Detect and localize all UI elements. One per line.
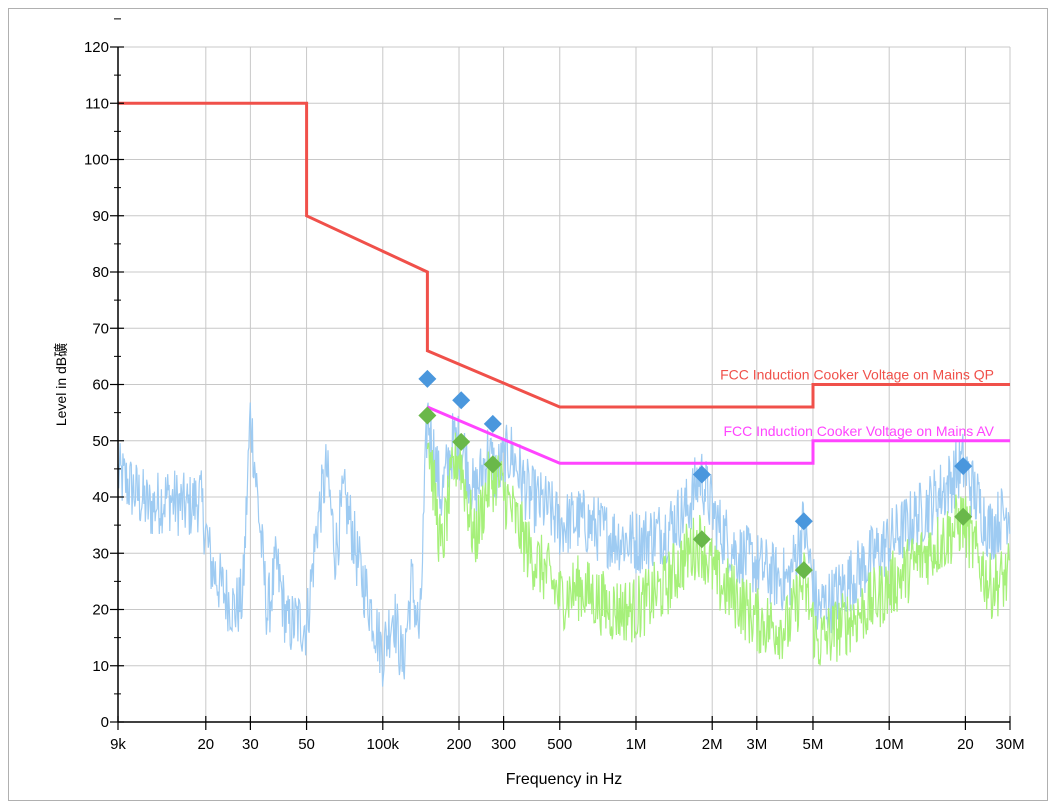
axes bbox=[110, 18, 1011, 730]
marker-qp bbox=[954, 457, 973, 476]
limit-label-qp: FCC Induction Cooker Voltage on Mains QP bbox=[720, 367, 994, 383]
marker-qp bbox=[692, 465, 711, 484]
series-2-trace bbox=[426, 432, 1011, 666]
x-tick-label: 2M bbox=[702, 736, 723, 753]
x-tick-label: 20 bbox=[197, 736, 214, 753]
y-tick-label: 110 bbox=[85, 95, 109, 112]
x-tick-label: 5M bbox=[803, 736, 824, 753]
x-tick-label: 3M bbox=[746, 736, 767, 753]
limit-labels: FCC Induction Cooker Voltage on Mains QP… bbox=[720, 367, 995, 439]
grid bbox=[117, 46, 1011, 723]
marker-av bbox=[452, 432, 471, 451]
y-tick-label: 0 bbox=[101, 714, 109, 731]
x-tick-label: 200 bbox=[446, 736, 471, 753]
marker-qp bbox=[794, 512, 813, 531]
x-tick-label: 30M bbox=[995, 736, 1024, 753]
y-tick-label: 120 bbox=[84, 39, 109, 56]
series-1-trace bbox=[117, 402, 1011, 687]
y-tick-label: 70 bbox=[92, 320, 109, 337]
x-tick-label: 20 bbox=[957, 736, 974, 753]
limit-label-av: FCC Induction Cooker Voltage on Mains AV bbox=[723, 423, 994, 439]
x-tick-label: 9k bbox=[110, 736, 126, 753]
emission-chart: 0 10 20 30 40 50 60 70 80 90 100 110 120 9k 20 30 50 100k… bbox=[53, 18, 1025, 788]
marker-qp bbox=[452, 391, 471, 410]
series-layer bbox=[117, 402, 1011, 687]
marker-qp bbox=[418, 369, 437, 388]
y-tick-label: 100 bbox=[84, 152, 109, 169]
y-tick-label: 60 bbox=[92, 377, 109, 394]
y-tick-label: 40 bbox=[92, 489, 109, 506]
y-tick-label: 10 bbox=[92, 658, 109, 675]
y-tick-label: 80 bbox=[92, 264, 109, 281]
tick-labels: 0 10 20 30 40 50 60 70 80 90 100 110 120 9k 20 30 50 100k… bbox=[84, 39, 1025, 753]
y-axis-title: Level in dB礦 bbox=[53, 343, 69, 426]
chart-frame: 0 10 20 30 40 50 60 70 80 90 100 110 120 9k 20 30 50 100k… bbox=[8, 8, 1048, 801]
marker-av bbox=[692, 530, 711, 549]
x-tick-label: 300 bbox=[491, 736, 516, 753]
marker-av bbox=[418, 406, 437, 425]
limit-lines bbox=[118, 101, 1010, 465]
y-tick-label: 20 bbox=[92, 602, 109, 619]
marker-av bbox=[794, 561, 813, 580]
y-tick-label: 90 bbox=[92, 208, 109, 225]
markers-layer bbox=[418, 369, 973, 580]
limit-line-av bbox=[426, 405, 1010, 465]
marker-av bbox=[954, 507, 973, 526]
x-tick-label: 1M bbox=[626, 736, 647, 753]
x-tick-label: 100k bbox=[367, 736, 400, 753]
y-tick-label: 30 bbox=[92, 545, 109, 562]
marker-av bbox=[483, 455, 502, 474]
x-tick-label: 10M bbox=[875, 736, 904, 753]
marker-qp bbox=[483, 414, 502, 433]
y-tick-label: 50 bbox=[92, 433, 109, 450]
limit-line-qp bbox=[118, 101, 1010, 409]
x-axis-title: Frequency in Hz bbox=[506, 771, 623, 788]
x-tick-label: 30 bbox=[242, 736, 259, 753]
x-tick-label: 50 bbox=[298, 736, 315, 753]
x-tick-label: 500 bbox=[547, 736, 572, 753]
